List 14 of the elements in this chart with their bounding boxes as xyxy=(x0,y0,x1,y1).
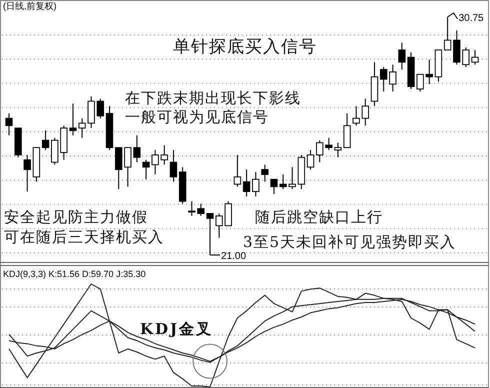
annotation: 一般可视为见底信号 xyxy=(125,108,269,126)
annotation: KDJ金叉 xyxy=(140,320,214,338)
chart-title: KDJ(9,3,3) K:51.56 D:59.70 J:35.30 xyxy=(3,269,146,279)
annotation: 可在随后三天择机买入 xyxy=(4,228,164,246)
annotation: 30.75 xyxy=(458,13,484,24)
chart-title: (日线,前复权) xyxy=(3,1,56,11)
annotation: 3至5天未回补可见强势即买入 xyxy=(243,233,456,251)
annotation: 安全起见防主力做假 xyxy=(4,208,148,226)
note-low: 21.00 xyxy=(210,251,246,262)
annotation: 单针探底买入信号 xyxy=(173,37,317,57)
annotation: 21.00 xyxy=(221,251,246,262)
annotation: 随后跳空缺口上行 xyxy=(255,208,383,226)
note-high: 30.75 xyxy=(447,12,484,24)
annotation: 在下跌末期出现长下影线 xyxy=(125,89,301,107)
